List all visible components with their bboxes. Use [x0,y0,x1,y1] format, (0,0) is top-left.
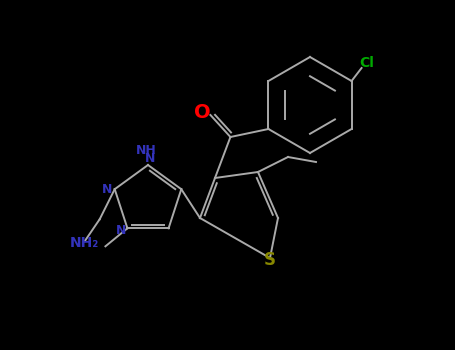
Text: S: S [264,251,276,269]
Text: N: N [101,183,112,196]
Text: Cl: Cl [359,56,374,70]
Text: NH₂: NH₂ [70,236,99,250]
Text: N: N [116,224,126,237]
Text: NH: NH [136,145,157,158]
Text: O: O [194,104,211,122]
Text: N: N [145,153,155,166]
